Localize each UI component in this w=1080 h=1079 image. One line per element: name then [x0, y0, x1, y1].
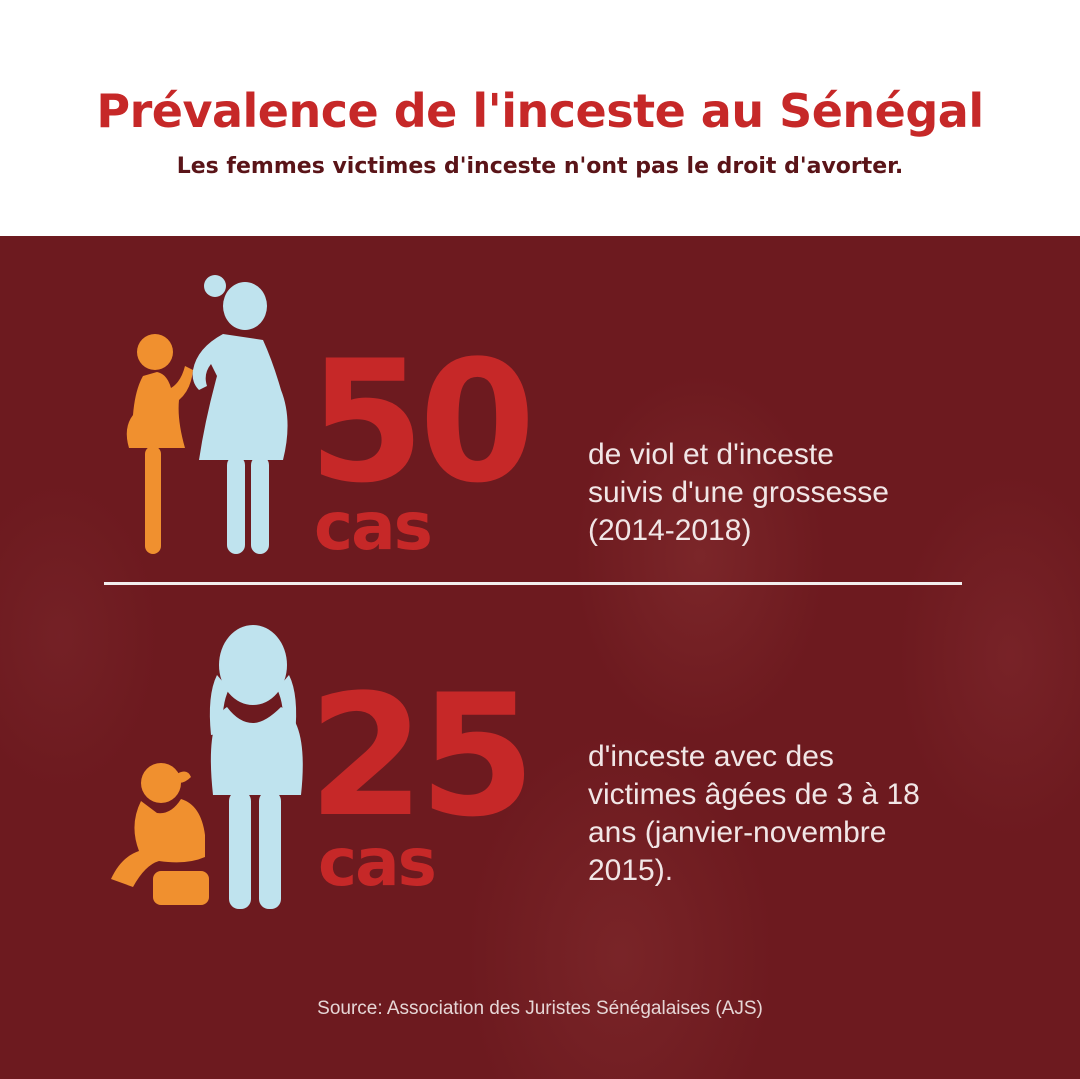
page-subtitle: Les femmes victimes d'inceste n'ont pas …	[176, 154, 904, 179]
distressed-women-icon	[111, 625, 303, 909]
divider	[104, 582, 962, 585]
content-panel	[0, 236, 1080, 1079]
stat-25-unit: cas	[318, 824, 437, 901]
description-line: (2014-2018)	[588, 514, 752, 547]
source-credit: Source: Association des Juristes Sénégal…	[317, 998, 763, 1019]
description-line: victimes âgées de 3 à 18	[588, 778, 920, 811]
description-line: 2015).	[588, 854, 674, 887]
crouching-girl-figure	[111, 763, 209, 905]
stat-25-description: d'inceste avec des victimes âgées de 3 à…	[588, 738, 920, 890]
stat-50-description: de viol et d'inceste suivis d'une grosse…	[588, 436, 889, 550]
page-title: Prévalence de l'inceste au Sénégal	[96, 84, 984, 138]
stat-50-number: 50	[308, 324, 536, 520]
pregnant-woman-figure	[192, 275, 288, 554]
description-line: suivis d'une grossesse	[588, 476, 889, 509]
distressed-woman-figure	[209, 625, 303, 909]
description-line: de viol et d'inceste	[588, 438, 834, 471]
description-line: d'inceste avec des	[588, 740, 834, 773]
pregnant-girl-figure	[126, 334, 193, 554]
pregnant-women-icon	[126, 275, 288, 554]
header: Prévalence de l'inceste au Sénégal Les f…	[0, 0, 1080, 236]
stat-25-number: 25	[308, 658, 536, 854]
description-line: ans (janvier-novembre	[588, 816, 887, 849]
stat-50-unit: cas	[314, 488, 433, 565]
